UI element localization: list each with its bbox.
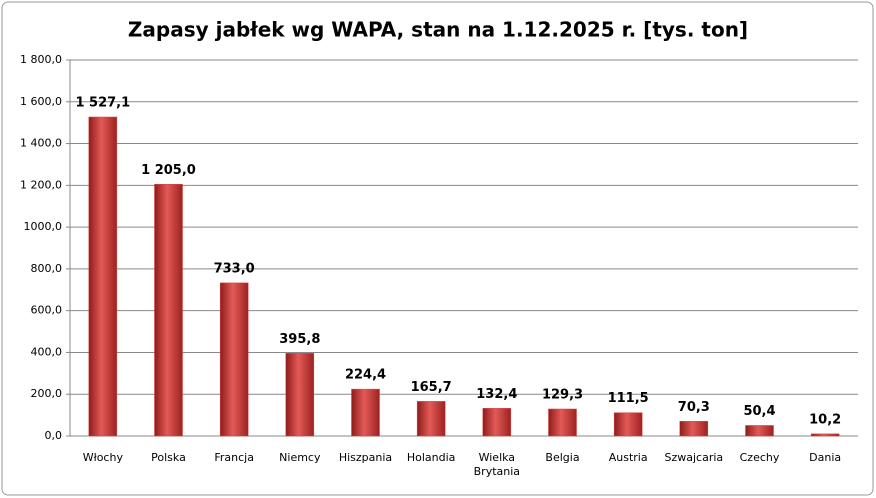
y-tick-label: 1 400,0	[20, 137, 62, 150]
bar	[810, 433, 840, 437]
value-label: 129,3	[542, 387, 583, 402]
y-tick-label: 600,0	[31, 304, 63, 317]
value-label: 224,4	[345, 368, 386, 383]
chart-title: Zapasy jabłek wg WAPA, stan na 1.12.2025…	[128, 18, 748, 42]
value-label: 132,4	[476, 387, 517, 402]
value-label: 50,4	[743, 404, 775, 419]
x-tick-label: Wielka Brytania	[473, 451, 521, 478]
x-tick-label: Niemcy	[279, 451, 321, 464]
x-tick-label: Szwajcaria	[664, 451, 724, 464]
x-tick-label: Holandia	[406, 451, 456, 464]
bar	[219, 282, 249, 437]
value-label: 733,0	[214, 261, 255, 276]
bar	[613, 412, 643, 437]
x-tick-label: Belgia	[545, 451, 580, 464]
value-label: 70,3	[678, 400, 710, 415]
value-label: 111,5	[608, 391, 649, 406]
y-tick-label: 200,0	[31, 387, 63, 400]
bar	[548, 408, 577, 437]
y-tick-label: 400,0	[31, 345, 63, 358]
bar	[745, 425, 774, 437]
bar	[154, 184, 183, 437]
value-label: 165,7	[411, 380, 452, 395]
y-tick-label: 1 200,0	[20, 178, 62, 191]
bar	[679, 421, 709, 437]
x-tick-label: Francja	[214, 451, 254, 464]
x-tick-label: Dania	[809, 451, 842, 464]
x-tick-label: Austria	[608, 451, 648, 464]
y-tick-label: 1 800,0	[20, 53, 62, 66]
value-label: 1 527,1	[75, 96, 130, 111]
y-tick-label: 1 600,0	[20, 95, 62, 108]
y-tick-label: 1000,0	[24, 220, 63, 233]
bar	[285, 353, 315, 437]
y-tick-label: 800,0	[31, 262, 63, 275]
value-label: 1 205,0	[141, 163, 196, 178]
x-tick-label: Polska	[151, 451, 186, 464]
value-label: 395,8	[279, 332, 320, 347]
bar	[482, 408, 512, 437]
y-tick-label: 0,0	[45, 429, 63, 442]
x-tick-label: Włochy	[82, 451, 123, 464]
bar	[88, 116, 118, 437]
x-tick-label: Czechy	[739, 451, 780, 464]
bar	[416, 401, 446, 437]
bar	[351, 388, 380, 437]
value-label: 10,2	[809, 412, 841, 427]
x-tick-label: Hiszpania	[338, 451, 393, 464]
